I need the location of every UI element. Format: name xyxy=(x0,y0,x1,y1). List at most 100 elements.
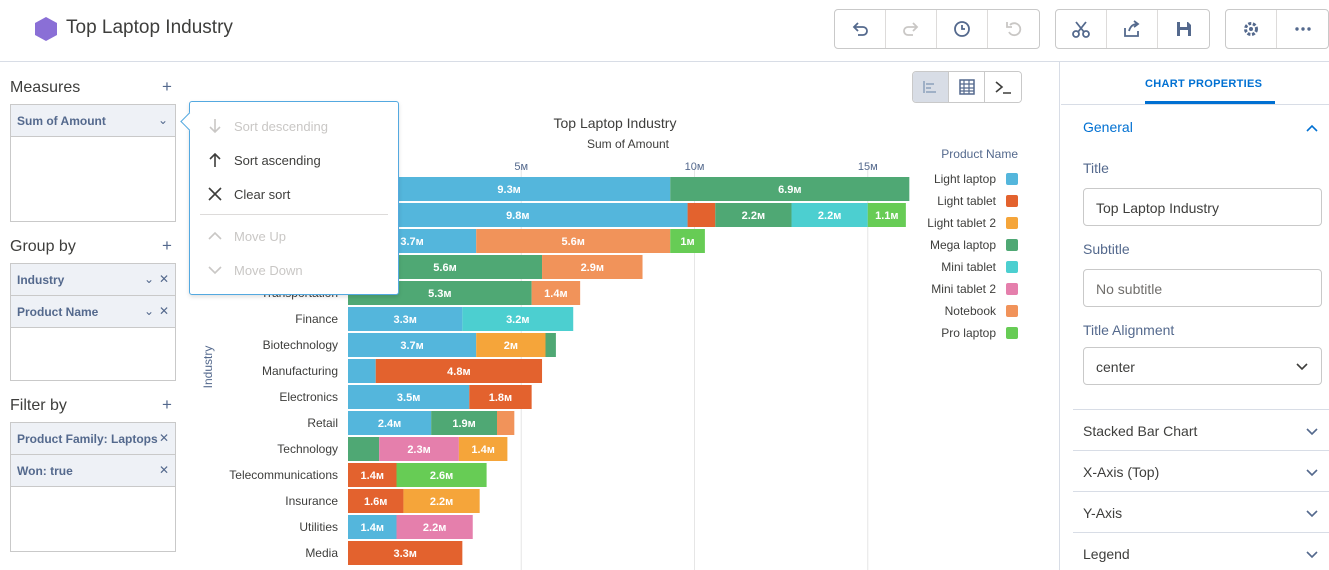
revert-button[interactable] xyxy=(988,10,1039,48)
clear-sort-item[interactable]: Clear sort xyxy=(190,180,398,208)
title-alignment-value: center xyxy=(1096,359,1135,375)
table-view-button[interactable] xyxy=(949,72,985,102)
category-label: Insurance xyxy=(285,494,338,508)
settings-button-group xyxy=(1225,9,1329,49)
title-alignment-label: Title Alignment xyxy=(1083,322,1175,338)
chart-subtitle: Sum of Amount xyxy=(587,137,670,151)
page-title: Top Laptop Industry xyxy=(66,17,233,38)
query-view-button[interactable] xyxy=(985,72,1021,102)
category-label: Biotechnology xyxy=(263,338,338,352)
close-icon[interactable]: ✕ xyxy=(159,304,170,318)
bar-segment xyxy=(348,463,397,487)
chevron-up-icon xyxy=(208,231,222,240)
move-up-item[interactable]: Move Up xyxy=(190,222,398,250)
chevron-down-icon[interactable]: ⌄ xyxy=(158,113,169,127)
legend-item-label: Notebook xyxy=(945,304,997,318)
bar-data-label: 2.2м xyxy=(430,496,453,508)
chevron-down-icon[interactable] xyxy=(1305,425,1319,439)
stacked-bar-chart: Top Laptop Industry Sum of Amount 5м 10м 15м… xyxy=(201,115,1018,570)
filter-pill[interactable]: Won: true ✕ xyxy=(11,455,175,487)
bar-data-label: 1.4м xyxy=(471,444,494,456)
sort-descending-item[interactable]: Sort descending xyxy=(190,112,398,140)
bar-data-label: 1м xyxy=(680,236,694,248)
app-logo-icon xyxy=(35,17,57,41)
chart-area: Top Laptop Industry Sum of Amount 5м 10м 15м… xyxy=(190,62,1060,570)
bar-data-label: 2.9м xyxy=(581,262,604,274)
close-icon[interactable]: ✕ xyxy=(159,272,170,286)
share-button[interactable] xyxy=(1107,10,1158,48)
undo-button[interactable] xyxy=(835,10,886,48)
measure-pill[interactable]: Sum of Amount ⌄ xyxy=(11,105,175,137)
legend-swatch xyxy=(1006,217,1018,229)
category-label: Technology xyxy=(277,442,338,456)
sort-ascending-item[interactable]: Sort ascending xyxy=(190,146,398,174)
stacked-bar-section-title[interactable]: Stacked Bar Chart xyxy=(1083,423,1198,439)
arrow-up-icon xyxy=(209,152,221,167)
add-measure-button[interactable]: + xyxy=(162,77,172,96)
bar-segment xyxy=(476,333,546,357)
bar-segment xyxy=(496,411,515,435)
close-icon[interactable]: ✕ xyxy=(159,431,170,445)
measure-pill-label: Sum of Amount xyxy=(17,114,106,128)
bar-data-label: 3.5м xyxy=(397,392,420,404)
bar-data-label: 3.3м xyxy=(393,548,416,560)
redo-button[interactable] xyxy=(886,10,937,48)
bar-data-label: 5.6м xyxy=(433,262,456,274)
bar-segment xyxy=(348,333,477,357)
redo-icon xyxy=(903,22,919,36)
bar-segment xyxy=(670,229,705,253)
cut-icon xyxy=(1072,21,1090,38)
category-label: Telecommunications xyxy=(229,468,338,482)
bar-data-label: 2.2м xyxy=(818,210,841,222)
bar-segment xyxy=(396,515,473,539)
cut-button[interactable] xyxy=(1056,10,1107,48)
tab-chart-properties[interactable]: CHART PROPERTIES xyxy=(1145,78,1263,90)
title-alignment-select[interactable]: center xyxy=(1083,347,1322,385)
bar-segment xyxy=(348,411,432,435)
history-button[interactable] xyxy=(937,10,988,48)
save-button[interactable] xyxy=(1158,10,1209,48)
general-section-title[interactable]: General xyxy=(1083,119,1133,135)
chart-view-button[interactable] xyxy=(913,72,949,102)
chevron-down-icon[interactable]: ⌄ xyxy=(144,304,155,318)
x-axis-section-title[interactable]: X-Axis (Top) xyxy=(1083,464,1160,480)
add-filter-button[interactable]: + xyxy=(162,395,172,414)
chevron-down-icon[interactable] xyxy=(1305,507,1319,521)
x-tick-label: 15м xyxy=(858,161,878,173)
chevron-down-icon[interactable] xyxy=(1305,548,1319,562)
group-pill[interactable]: Product Name ⌄ ✕ xyxy=(11,296,175,328)
bar-data-label: 1.8м xyxy=(489,392,512,404)
category-label: Manufacturing xyxy=(262,364,338,378)
close-icon[interactable]: ✕ xyxy=(159,463,170,477)
move-down-item[interactable]: Move Down xyxy=(190,256,398,284)
subtitle-input[interactable]: No subtitle xyxy=(1083,269,1322,307)
filter-pill[interactable]: Product Family: Laptops ✕ xyxy=(11,423,175,455)
add-group-button[interactable]: + xyxy=(162,236,172,255)
measures-title: Measures xyxy=(10,79,81,96)
legend-item-label: Light laptop xyxy=(934,172,996,186)
bar-chart-icon xyxy=(922,81,936,93)
bar-data-label: 1.9м xyxy=(452,418,475,430)
bar-data-label: 3.2м xyxy=(506,314,529,326)
chevron-up-icon[interactable] xyxy=(1305,121,1319,135)
history-icon xyxy=(954,21,970,37)
bar-segment xyxy=(403,489,480,513)
chevron-down-icon[interactable] xyxy=(1305,466,1319,480)
bar-data-label: 1.6м xyxy=(364,496,387,508)
settings-button[interactable] xyxy=(1226,10,1277,48)
y-axis-section-title[interactable]: Y-Axis xyxy=(1083,505,1123,521)
chevron-down-icon[interactable]: ⌄ xyxy=(144,272,155,286)
legend-item-label: Mega laptop xyxy=(930,238,996,252)
section-divider xyxy=(1073,409,1329,410)
bar-segment xyxy=(348,177,671,201)
move-down-label: Move Down xyxy=(234,262,303,278)
bar-data-label: 3.3м xyxy=(393,314,416,326)
legend-section-title[interactable]: Legend xyxy=(1083,546,1130,562)
group-pill[interactable]: Industry ⌄ ✕ xyxy=(11,264,175,296)
bar-data-label: 6.9м xyxy=(778,184,801,196)
bar-segment xyxy=(348,203,688,227)
title-input[interactable]: Top Laptop Industry xyxy=(1083,188,1322,226)
chart-properties-panel: CHART PROPERTIES General Title Top Lapto… xyxy=(1061,62,1329,570)
more-button[interactable] xyxy=(1277,10,1328,48)
section-divider xyxy=(1073,450,1329,451)
